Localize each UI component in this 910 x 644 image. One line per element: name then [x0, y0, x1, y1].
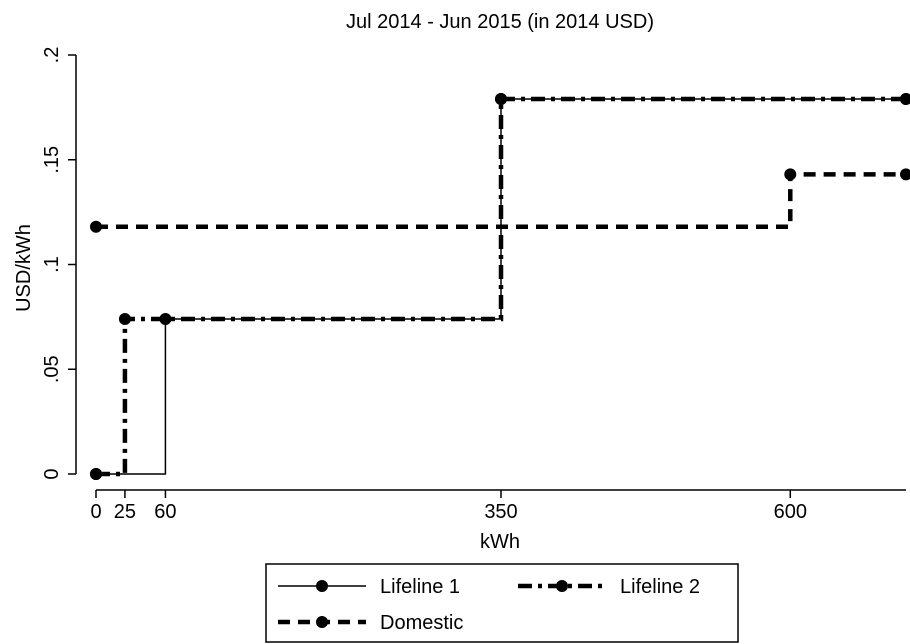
data-point [495, 92, 507, 105]
x-tick-label: 350 [484, 501, 517, 523]
legend-marker [316, 580, 328, 592]
axes: 0 .05 .1 .15 .2 0 25 60 350 600 [41, 47, 906, 523]
legend-item-domestic: Domestic [278, 612, 463, 634]
data-point [900, 168, 910, 181]
legend-label: Domestic [380, 612, 463, 634]
y-tick-label: .2 [41, 47, 63, 64]
series-domestic [90, 168, 910, 233]
data-point [784, 168, 797, 181]
y-tick-label: .1 [41, 256, 63, 273]
legend-box [265, 563, 739, 643]
x-tick-label: 60 [154, 501, 176, 523]
series-line [96, 172, 906, 230]
legend-label: Lifeline 1 [380, 576, 460, 598]
y-tick-label: 0 [41, 468, 63, 479]
data-point [118, 312, 131, 325]
x-tick-label: 0 [90, 501, 101, 523]
x-axis-title: kWh [480, 531, 520, 553]
y-tick-label: .05 [41, 355, 63, 383]
series-layer [90, 92, 910, 480]
x-tick-label: 25 [114, 501, 136, 523]
data-point [90, 468, 102, 480]
legend-items: Lifeline 1 Lifeline 2 Domestic [278, 576, 700, 634]
data-point [90, 220, 102, 233]
chart-title: Jul 2014 - Jun 2015 (in 2014 USD) [346, 11, 654, 33]
data-point [159, 312, 172, 325]
legend-item-lifeline-2: Lifeline 2 [518, 576, 700, 598]
y-tick-label: .15 [41, 146, 63, 174]
legend: Lifeline 1 Lifeline 2 Domestic [265, 563, 739, 643]
y-axis-title: USD/kWh [13, 224, 35, 312]
x-tick-label: 600 [774, 501, 807, 523]
series-lifeline-2 [90, 92, 910, 480]
data-point [900, 92, 910, 105]
legend-label: Lifeline 2 [620, 576, 700, 598]
legend-item-lifeline-1: Lifeline 1 [278, 576, 460, 598]
legend-marker [316, 616, 328, 628]
series-lifeline-1 [90, 92, 910, 480]
series-line [96, 98, 906, 475]
legend-marker [556, 580, 568, 592]
